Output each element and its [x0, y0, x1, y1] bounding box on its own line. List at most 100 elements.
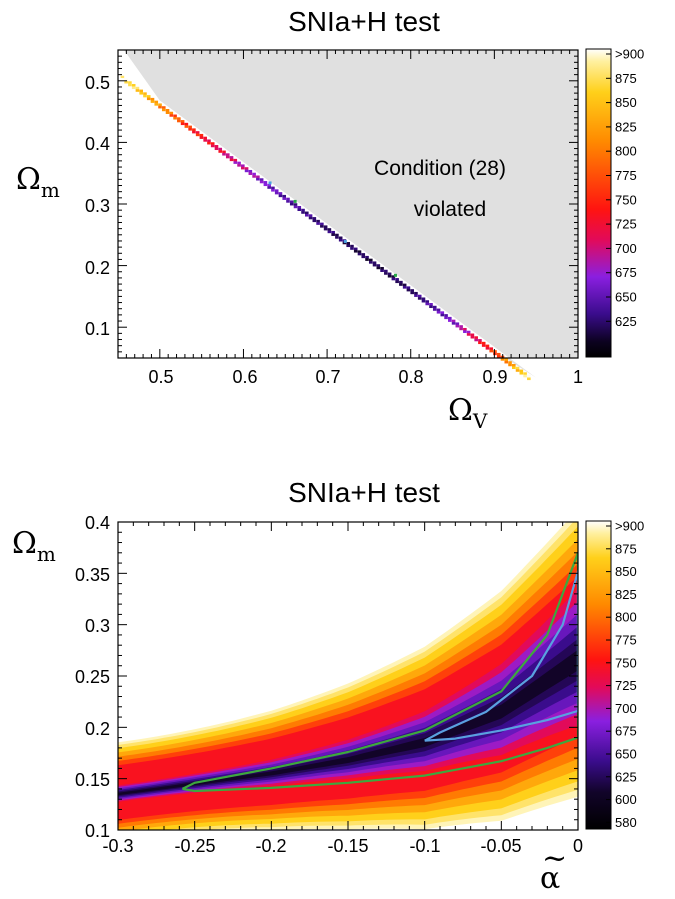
band-cell — [440, 313, 445, 317]
top-x-tick-label: 0.5 — [148, 367, 173, 387]
bottom-x-tick-label: -0.1 — [409, 836, 440, 856]
band-cell — [195, 131, 200, 134]
band-cell — [233, 161, 238, 164]
band-cell — [120, 78, 125, 81]
annotation-line-1: Condition (28) — [374, 157, 506, 180]
band-cell — [237, 161, 241, 165]
colorbar-label: 750 — [615, 192, 637, 207]
band-cell — [387, 274, 392, 278]
band-cell — [463, 330, 467, 333]
band-cell — [229, 156, 234, 159]
band-cell — [376, 264, 381, 267]
band-cell — [410, 289, 414, 292]
band-cell — [244, 167, 249, 170]
band-cell — [459, 327, 463, 331]
band-cell — [252, 172, 256, 176]
band-cell — [203, 139, 207, 142]
band-cell — [353, 247, 358, 251]
colorbar-label: 650 — [615, 290, 637, 305]
colorbar-label: 750 — [615, 655, 637, 670]
bottom-x-tick-label: -0.15 — [327, 836, 368, 856]
bottom-y-tick-marks — [118, 521, 578, 831]
band-cell — [384, 269, 388, 273]
band-cell — [278, 194, 283, 198]
svg-text:α: α — [540, 861, 560, 896]
bottom-y-tick-label: 0.35 — [75, 565, 110, 585]
band-cell — [496, 352, 501, 356]
band-cell — [286, 197, 290, 201]
top-x-tick-label: 0.9 — [482, 367, 507, 387]
band-cell — [417, 294, 422, 298]
contour-line — [181, 551, 578, 793]
band-cell — [289, 200, 294, 204]
band-cell — [350, 244, 354, 248]
band-cell — [173, 116, 177, 120]
band-cell — [289, 202, 294, 206]
band-cell — [432, 308, 437, 311]
band-cell — [478, 339, 482, 342]
bottom-x-tick-label: -0.2 — [255, 836, 286, 856]
band-cell — [410, 291, 414, 295]
band-cell — [429, 305, 433, 309]
bottom-x-tick-label: -0.25 — [174, 836, 215, 856]
top-y-tick-labels: 0.1 0.2 0.3 0.4 0.5 — [85, 73, 110, 339]
band-cell — [485, 344, 490, 348]
band-cell — [365, 258, 369, 261]
band-cell — [128, 83, 132, 87]
band-cell — [282, 194, 287, 198]
band-cell — [131, 84, 136, 87]
band-cell — [293, 203, 298, 206]
band-cell — [500, 358, 505, 361]
band-cell — [214, 145, 219, 148]
band-cell — [184, 125, 189, 128]
band-cell — [523, 374, 527, 378]
band-cell — [124, 78, 128, 82]
band-cell — [512, 364, 516, 367]
band-cell — [267, 186, 271, 189]
likelihood-bands — [118, 522, 578, 830]
band-cell — [241, 164, 245, 168]
band-cell — [391, 275, 396, 278]
top-colorbar-gradient — [585, 48, 612, 358]
band-cell — [316, 222, 320, 225]
band-cell — [229, 158, 234, 162]
band-cell — [395, 280, 399, 284]
band-cell — [519, 369, 524, 373]
band-cell — [527, 375, 531, 378]
colorbar-label: 875 — [615, 541, 637, 556]
band-cell — [463, 327, 467, 331]
colorbar-label: 700 — [615, 701, 637, 716]
band-cell — [417, 297, 422, 300]
band-cell — [436, 310, 441, 314]
band-cell — [380, 269, 384, 272]
band-cell — [316, 219, 320, 223]
band-cell — [331, 233, 335, 236]
band-cell — [271, 186, 275, 190]
colorbar-label: 625 — [615, 769, 637, 784]
band-cell — [387, 272, 392, 276]
band-cell — [210, 144, 215, 148]
band-cell — [376, 266, 381, 270]
band-cell — [384, 272, 388, 275]
top-y-tick-label: 0.2 — [85, 258, 110, 278]
band-cell — [406, 288, 411, 292]
band-cell — [459, 325, 463, 328]
band-cell — [399, 283, 403, 286]
band-cell — [150, 97, 155, 101]
band-cell — [124, 80, 128, 84]
band-cell — [139, 91, 143, 95]
band-cell — [406, 286, 411, 289]
band-cell — [173, 114, 177, 118]
band-cell — [259, 180, 264, 184]
band-cell — [165, 108, 170, 112]
top-y-tick-label: 0.4 — [85, 134, 110, 154]
band-cell — [335, 233, 339, 237]
band-cell — [350, 247, 354, 250]
band-cell — [259, 178, 264, 181]
band-cell — [451, 322, 456, 325]
band-cell — [448, 319, 452, 322]
band-cell — [308, 214, 313, 217]
band-cell — [233, 158, 238, 162]
top-x-tick-label: 1 — [573, 367, 583, 387]
